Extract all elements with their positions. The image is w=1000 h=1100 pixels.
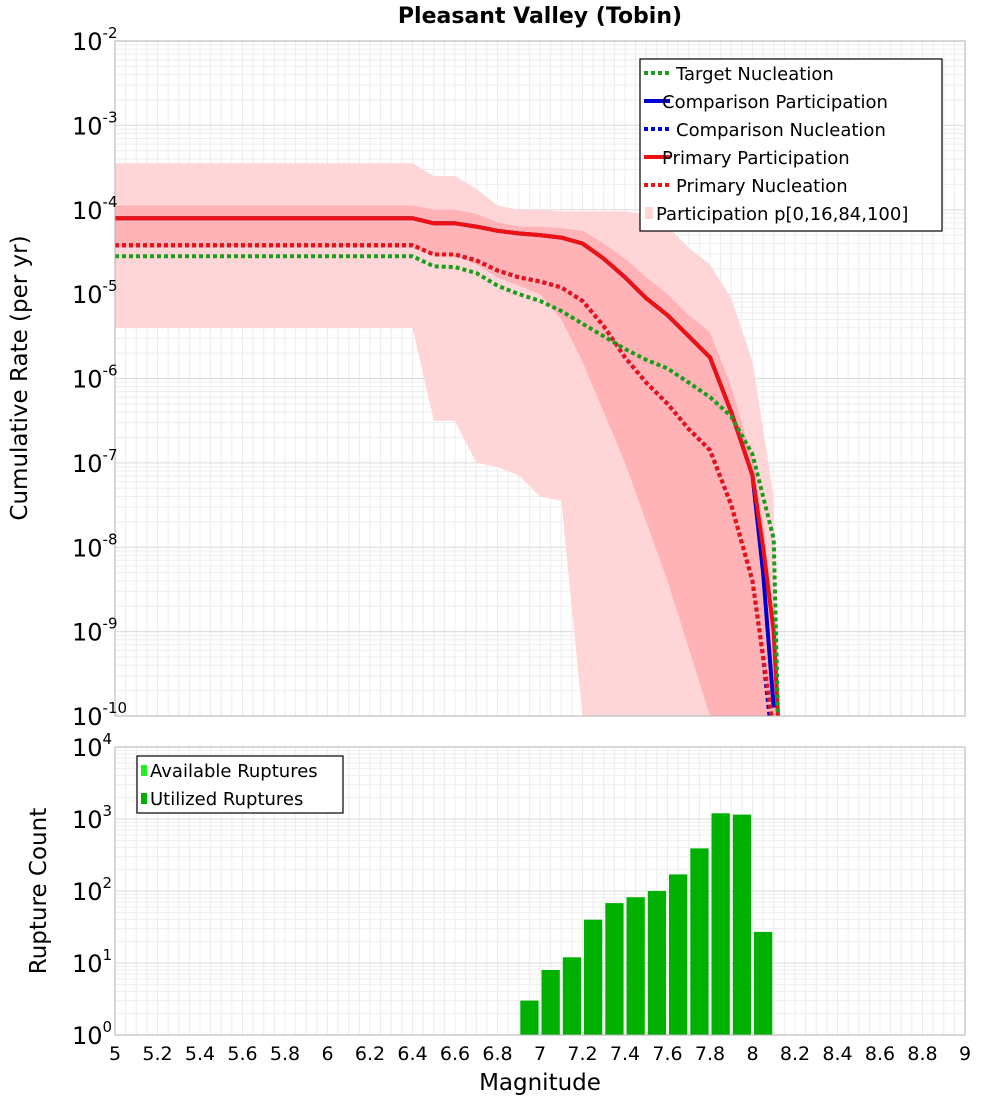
legend-label: Primary Participation (662, 148, 850, 169)
x-tick-label: 8.6 (865, 1043, 895, 1065)
bar (584, 919, 603, 1035)
x-tick-label: 5 (109, 1043, 121, 1065)
x-tick-label: 5.6 (227, 1043, 257, 1065)
bar (647, 891, 667, 1035)
bottom-y-axis-label: Rupture Count (26, 808, 52, 974)
series-line-primary-participation (115, 216, 780, 717)
bar (754, 931, 773, 1035)
x-tick-label: 6.8 (482, 1043, 512, 1065)
y-tick-label: 10-2 (72, 24, 118, 56)
top-series-lines (115, 216, 780, 717)
x-tick-label: 5.4 (185, 1043, 215, 1065)
x-tick-label: 7.6 (652, 1043, 682, 1065)
bar (690, 848, 709, 1035)
bar (562, 957, 582, 1035)
y-tick-label: 10-5 (72, 277, 118, 309)
x-tick-label: 6.2 (355, 1043, 385, 1065)
legend-label: Target Nucleation (675, 64, 834, 85)
bar (711, 813, 730, 1035)
legend-label: Primary Nucleation (676, 176, 848, 197)
y-tick-label: 102 (72, 874, 112, 906)
legend-label: Comparison Nucleation (676, 120, 886, 141)
top-legend-box (639, 58, 943, 232)
bar (732, 814, 752, 1035)
top-legend-items: Target Nucleation Comparison Participatio… (644, 64, 908, 225)
x-tick-label: 8.2 (780, 1043, 810, 1065)
x-tick-label: 8.4 (822, 1043, 852, 1065)
bottom-x-tick-labels: 5 5.2 5.4 5.6 5.8 6 6.2 6.4 6.6 6.8 7 7.2 7.4 7.6 7.8 8… (109, 1043, 971, 1065)
top-percentile-bands (115, 163, 778, 717)
x-tick-label: 7.8 (695, 1043, 725, 1065)
top-legend: Target Nucleation Comparison Participatio… (639, 58, 943, 232)
y-tick-label: 10-10 (72, 699, 127, 731)
chart-title: Pleasant Valley (Tobin) (398, 4, 682, 29)
x-tick-label: 7.4 (610, 1043, 640, 1065)
bar (605, 903, 624, 1035)
y-tick-label: 10-7 (72, 446, 118, 478)
x-tick-label: 6 (321, 1043, 333, 1065)
y-tick-label: 104 (72, 730, 112, 762)
bar (520, 1000, 539, 1035)
legend-swatch (141, 793, 147, 804)
top-y-axis-label: Cumulative Rate (per yr) (7, 235, 33, 520)
bottom-plot-frame (114, 746, 966, 1036)
y-tick-label: 10-6 (72, 362, 118, 394)
legend-label: Available Ruptures (150, 761, 318, 782)
y-tick-label: 10-9 (72, 615, 118, 647)
y-tick-label: 103 (72, 802, 112, 834)
bottom-legend-items: Available Ruptures Utilized Ruptures (141, 761, 318, 810)
y-tick-label: 10-3 (72, 108, 118, 140)
legend-label: Utilized Ruptures (150, 789, 303, 810)
top-plot-frame (114, 40, 966, 717)
x-tick-label: 7 (534, 1043, 546, 1065)
y-tick-label: 101 (72, 946, 112, 978)
y-tick-label: 10-8 (72, 530, 118, 562)
top-y-tick-labels: 10-2 10-3 10-4 10-5 10-6 10-7 10-8 10-9 10-10 (72, 24, 127, 731)
y-tick-label: 10-4 (72, 193, 118, 225)
x-tick-label: 8.8 (907, 1043, 937, 1065)
x-tick-label: 5.8 (270, 1043, 300, 1065)
bar (626, 897, 645, 1035)
bar (541, 970, 560, 1035)
legend-swatch (645, 207, 653, 219)
bottom-bars (520, 813, 773, 1035)
bottom-y-tick-labels: 100 101 102 103 104 (72, 730, 112, 1050)
legend-label: Comparison Participation (662, 92, 888, 113)
series-line-primary-nucleation (115, 243, 774, 717)
x-tick-label: 5.2 (142, 1043, 172, 1065)
series-line-target-nucleation (115, 254, 780, 717)
legend-swatch (141, 765, 147, 776)
bottom-legend: Available Ruptures Utilized Ruptures (136, 755, 344, 814)
y-tick-label: 100 (72, 1018, 112, 1050)
bottom-legend-box (136, 755, 344, 814)
x-axis-label: Magnitude (479, 1070, 601, 1096)
x-tick-label: 8 (746, 1043, 758, 1065)
x-tick-label: 6.4 (397, 1043, 427, 1065)
x-tick-label: 7.2 (567, 1043, 597, 1065)
x-tick-label: 9 (959, 1043, 971, 1065)
bar (669, 874, 688, 1035)
x-tick-label: 6.6 (440, 1043, 470, 1065)
legend-label: Participation p[0,16,84,100] (656, 204, 908, 225)
band-p16-p84 (115, 205, 778, 716)
